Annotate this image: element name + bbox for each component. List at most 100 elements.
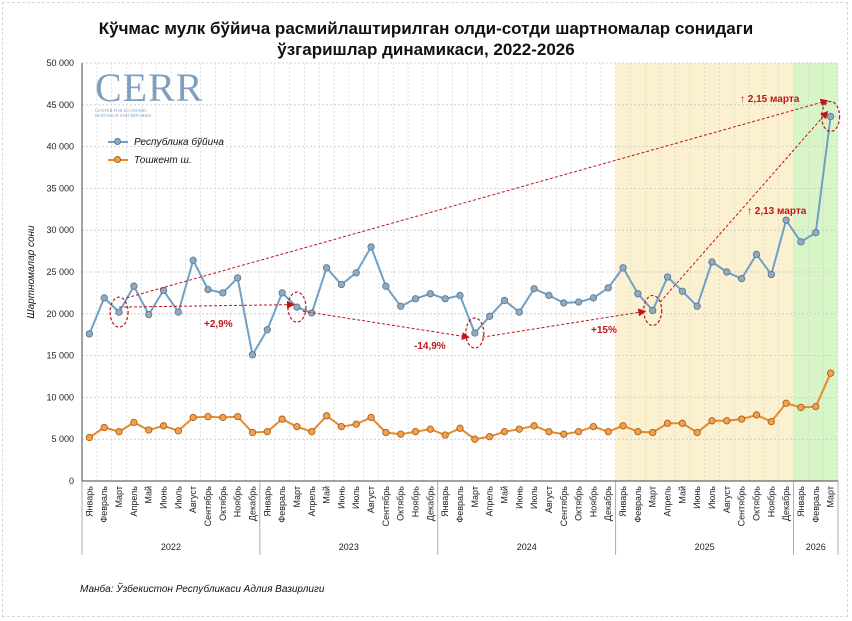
logo-subtitle: CENTER FOR ECONOMIC RESEARCH AND REFORMS [95, 108, 152, 118]
legend-line-tashkent [108, 156, 128, 164]
data-point-1 [737, 415, 746, 423]
data-point-1 [248, 428, 257, 437]
y-tick-label: 50 000 [46, 58, 74, 68]
year-label: 2025 [695, 542, 715, 552]
data-point-1 [723, 417, 731, 425]
data-point-1 [145, 426, 153, 434]
data-point-0 [530, 285, 538, 293]
y-tick-label: 5 000 [51, 434, 74, 444]
data-point-0 [367, 243, 375, 251]
data-point-1 [797, 403, 805, 412]
y-tick-label: 20 000 [46, 309, 74, 319]
x-tick-label: Ноябрь [588, 486, 598, 518]
highlight-ellipse [287, 291, 307, 323]
annotation-label-0: +2,9% [204, 319, 233, 330]
data-point-1 [560, 430, 568, 438]
data-point-0 [797, 238, 805, 246]
annotation-label-4: ↑ 2,15 марта [740, 94, 800, 105]
x-tick-label: Декабрь [425, 486, 435, 521]
x-tick-label: Июнь [336, 486, 346, 509]
y-tick-label: 40 000 [46, 142, 74, 152]
cerr-logo: CERR CENTER FOR ECONOMIC RESEARCH AND RE… [95, 68, 203, 119]
x-tick-label: Октябрь [574, 486, 584, 521]
data-point-1 [485, 433, 494, 441]
x-tick-label: Июль [173, 486, 183, 509]
x-tick-label: Сентябрь [203, 486, 213, 527]
x-tick-label: Июнь [692, 486, 702, 509]
y-tick-label: 35 000 [46, 183, 74, 193]
y-tick-label: 0 [69, 476, 74, 486]
x-tick-label: Март [292, 486, 302, 508]
x-tick-label: Апрель [663, 486, 673, 517]
annotation-label-2: +15% [591, 325, 617, 336]
data-point-1 [752, 411, 761, 419]
x-tick-label: Май [677, 486, 687, 504]
data-point-0 [397, 302, 405, 310]
data-point-1 [826, 369, 835, 377]
x-tick-label: Май [499, 486, 509, 504]
arrow-2025-2026 [659, 110, 829, 303]
x-tick-label: Март [470, 486, 480, 508]
data-point-1 [174, 427, 183, 435]
x-tick-label: Март [826, 486, 836, 508]
legend-item-tashkent: Тошкент ш. [108, 155, 192, 166]
data-point-0 [560, 299, 568, 307]
y-tick-label: 10 000 [46, 392, 74, 402]
year-label: 2023 [339, 542, 359, 552]
data-point-0 [693, 302, 701, 310]
data-point-1 [693, 428, 701, 437]
data-point-1 [159, 422, 168, 430]
data-point-1 [219, 413, 227, 422]
x-tick-label: Ноябрь [411, 486, 421, 518]
data-point-1 [604, 428, 612, 436]
data-point-1 [337, 423, 346, 431]
x-tick-label: Апрель [485, 486, 495, 517]
x-tick-label: Июнь [159, 486, 169, 509]
chart-title: Кўчмас мулк бўйича расмийлаштирилган олд… [0, 18, 852, 60]
data-point-0 [145, 310, 153, 319]
data-point-1 [426, 425, 435, 433]
data-point-1 [382, 428, 390, 437]
y-axis-label: Шартномалар сони [26, 225, 37, 319]
data-point-0 [678, 287, 687, 295]
data-point-0 [115, 308, 123, 316]
x-tick-label: Август [722, 486, 732, 513]
x-tick-label: Январь [84, 486, 94, 517]
x-tick-label: Февраль [99, 486, 109, 523]
data-point-0 [649, 306, 657, 315]
x-tick-label: Ноябрь [233, 486, 243, 518]
data-point-1 [411, 428, 420, 436]
data-point-0 [248, 351, 257, 359]
data-point-1 [782, 399, 790, 407]
data-point-1 [500, 428, 509, 436]
data-point-0 [189, 256, 197, 264]
x-tick-label: Январь [262, 486, 272, 517]
data-point-1 [589, 423, 598, 431]
data-point-1 [115, 428, 123, 436]
year-label: 2026 [806, 542, 826, 552]
year-label: 2024 [517, 542, 537, 552]
data-point-1 [189, 413, 197, 422]
x-tick-label: Январь [618, 486, 628, 517]
data-point-0 [812, 229, 820, 237]
arrow-2024-2025 [482, 308, 647, 338]
x-tick-label: Январь [440, 486, 450, 517]
x-tick-label: Декабрь [247, 486, 257, 521]
data-point-1 [619, 422, 627, 430]
x-tick-label: Январь [796, 486, 806, 517]
x-tick-label: Май [322, 486, 332, 504]
data-point-0 [471, 329, 479, 337]
data-point-0 [708, 258, 716, 266]
data-point-0 [634, 290, 642, 298]
legend-item-republic: Республика бўйича [108, 137, 224, 148]
x-tick-label: Февраль [633, 486, 643, 523]
data-point-0 [723, 268, 731, 276]
highlight-ellipse [465, 317, 485, 349]
year-label: 2022 [161, 542, 181, 552]
y-tick-label: 30 000 [46, 225, 74, 235]
x-tick-label: Март [648, 486, 658, 508]
data-point-0 [219, 289, 227, 297]
data-point-1 [530, 422, 538, 430]
annotation-label-1: -14,9% [414, 341, 446, 352]
